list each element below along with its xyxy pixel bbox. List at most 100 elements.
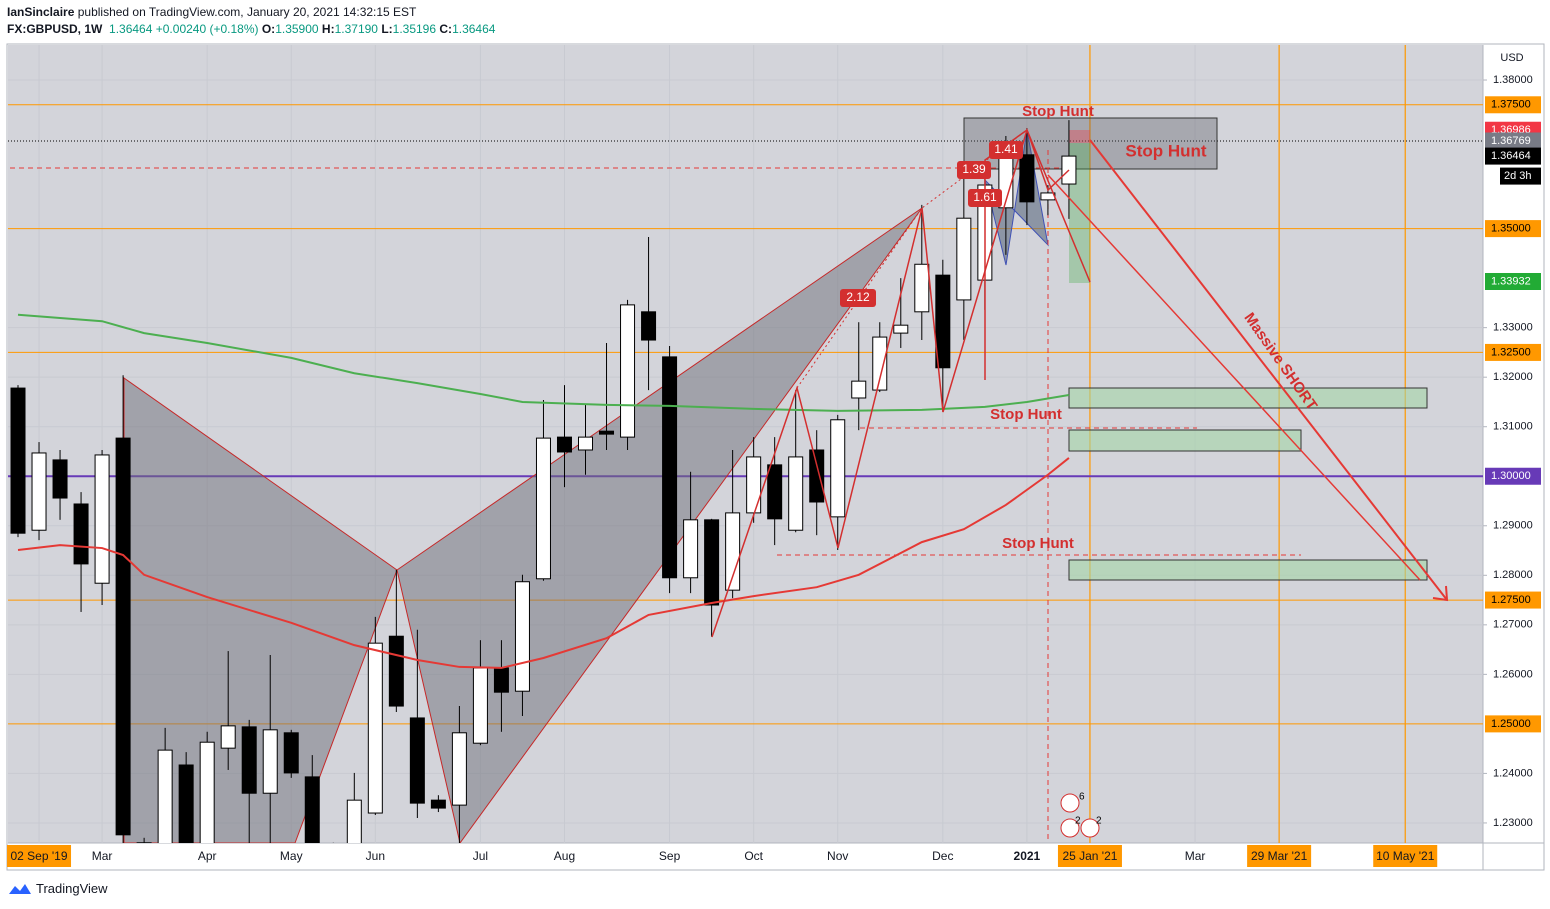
demand-zone xyxy=(1068,559,1428,581)
candle-body xyxy=(620,304,636,438)
price-label-box xyxy=(1485,96,1541,114)
annotation: Stop Hunt xyxy=(1125,141,1207,160)
ohlc-label: H: xyxy=(321,22,335,36)
x-tick-label: Jun xyxy=(366,849,385,863)
ohlc-label: C: xyxy=(439,22,453,36)
demand-zone xyxy=(1068,387,1428,409)
date-label-box xyxy=(1057,845,1122,867)
candle-body xyxy=(704,519,720,606)
candle-body xyxy=(683,519,699,579)
countdown-box xyxy=(1500,167,1541,185)
fib-label: 1.39 xyxy=(962,162,986,176)
event-count: 2 xyxy=(1096,816,1102,827)
x-tick-label: 02 Sep '19 xyxy=(11,849,68,863)
x-tick-label: May xyxy=(280,849,303,863)
candle-body xyxy=(788,456,804,531)
candle-body xyxy=(94,454,110,584)
candle-body xyxy=(767,464,783,520)
y-tick-label: 1.27000 xyxy=(1493,619,1533,631)
candle-body xyxy=(409,717,425,804)
x-tick-label: 29 Mar '21 xyxy=(1251,849,1308,863)
currency: USD xyxy=(1500,52,1523,64)
candle-body xyxy=(956,217,972,301)
change: +0.00240 (+0.18%) xyxy=(155,22,259,36)
price-label: 1.32500 xyxy=(1491,346,1531,358)
price-label-box xyxy=(1485,272,1541,290)
candle-body xyxy=(451,732,467,806)
candle-body xyxy=(388,635,404,707)
candle-body xyxy=(241,726,257,794)
price-label: 1.35000 xyxy=(1491,223,1531,235)
annotation: Stop Hunt xyxy=(1022,103,1094,120)
footer: TradingView xyxy=(8,881,108,896)
ohlc-label: O: xyxy=(261,22,276,36)
candle-body xyxy=(725,512,741,591)
candles xyxy=(10,120,1077,843)
candle-body xyxy=(430,799,446,809)
price-label-box xyxy=(1485,591,1541,609)
demand-zone xyxy=(1068,429,1302,452)
candle-body xyxy=(472,667,488,744)
event-icon[interactable] xyxy=(1080,818,1100,838)
fib-badge xyxy=(957,161,991,179)
candle-body xyxy=(157,749,173,843)
price-label: 1.25000 xyxy=(1491,718,1531,730)
date-label-box xyxy=(7,845,72,867)
candle-body xyxy=(136,842,152,843)
candle-body xyxy=(830,419,846,518)
y-tick-label: 1.31000 xyxy=(1493,421,1533,433)
candle-body xyxy=(346,799,362,843)
y-tick-label: 1.23000 xyxy=(1493,817,1533,829)
x-tick-label: 2021 xyxy=(1014,849,1041,863)
countdown: 2d 3h xyxy=(1504,170,1532,182)
symbol: FX:GBPUSD, 1W xyxy=(7,22,103,36)
x-tick-label: Nov xyxy=(827,849,848,863)
price-label: 1.27500 xyxy=(1491,594,1531,606)
event-icon[interactable] xyxy=(1060,793,1080,813)
candle-body xyxy=(10,387,26,534)
x-tick-label: 25 Jan '21 xyxy=(1062,849,1117,863)
candle-body xyxy=(115,437,131,836)
event-icon[interactable] xyxy=(1060,818,1080,838)
event-count: 6 xyxy=(1079,792,1085,803)
event-count: 2 xyxy=(1075,816,1081,827)
candle-body xyxy=(851,380,867,399)
candle-body xyxy=(304,776,320,843)
header-line: IanSinclaire published on TradingView.co… xyxy=(7,5,416,19)
candle-body xyxy=(367,642,383,814)
short-arrow xyxy=(1089,139,1448,601)
stop-zone xyxy=(1069,130,1090,143)
candle-body xyxy=(809,449,825,503)
x-tick-label: Dec xyxy=(932,849,953,863)
price-label-box xyxy=(1485,715,1541,733)
candle-body xyxy=(52,459,68,499)
candle-body xyxy=(872,336,888,391)
published: published on TradingView.com, January 20… xyxy=(77,5,417,19)
x-tick-label: Sep xyxy=(659,849,681,863)
candle-body xyxy=(31,452,47,531)
candle-body xyxy=(935,274,951,369)
price-label: 1.36464 xyxy=(1491,150,1531,162)
ohlc-value: 1.37190 xyxy=(334,22,378,36)
fib-badge xyxy=(968,189,1002,207)
ohlc-value: 1.35196 xyxy=(392,22,437,36)
fib-label: 2.12 xyxy=(846,290,870,304)
x-tick-label: Aug xyxy=(554,849,575,863)
y-tick-label: 1.29000 xyxy=(1493,520,1533,532)
annotation: Stop Hunt xyxy=(990,406,1062,423)
price-label-box xyxy=(1485,147,1541,165)
candle-body xyxy=(73,503,89,565)
candle-body xyxy=(662,356,678,579)
axes: 1.38000 1.33000 1.32000 1.31000 1.29000 1.280… xyxy=(7,74,1541,867)
candle-body xyxy=(578,436,594,451)
price-label-box xyxy=(1485,220,1541,238)
candle-body xyxy=(178,764,194,843)
x-tick-label: Mar xyxy=(92,849,113,863)
arrow-head xyxy=(1432,585,1449,602)
annotation: Stop Hunt xyxy=(1002,535,1074,552)
candle-body xyxy=(556,436,572,453)
candle-body xyxy=(199,741,215,843)
price-label-box xyxy=(1485,132,1541,150)
x-tick-label: Mar xyxy=(1185,849,1206,863)
